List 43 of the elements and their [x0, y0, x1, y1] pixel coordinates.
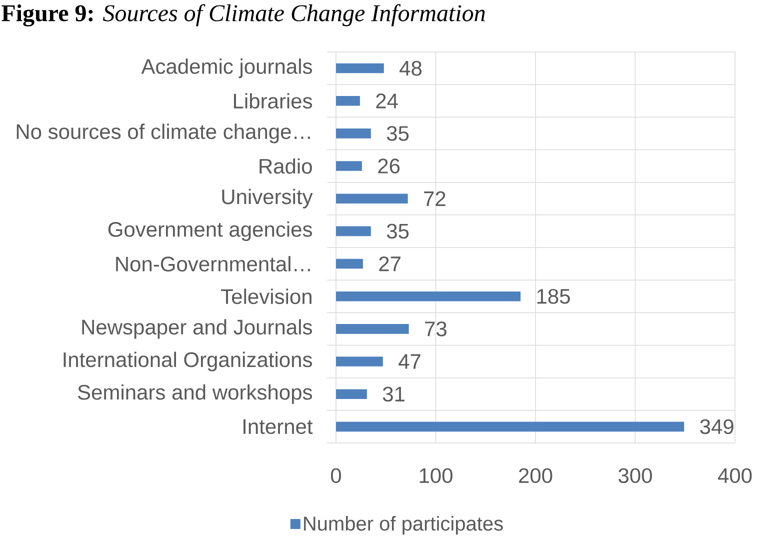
legend-label: Number of participates [304, 516, 503, 535]
y-tick-label: Academic journals [141, 58, 312, 78]
bar [336, 324, 409, 334]
bar [336, 96, 360, 106]
y-tick-label: University [222, 188, 313, 208]
data-label: 48 [400, 60, 422, 76]
bar [336, 63, 384, 74]
data-label: 47 [398, 354, 420, 369]
y-tick-label: Internet [244, 419, 313, 434]
data-label: 35 [386, 224, 409, 239]
bar [336, 422, 684, 432]
bar [336, 389, 367, 400]
bar [336, 128, 371, 138]
data-label: 35 [386, 126, 409, 141]
x-tick-label: 100 [420, 468, 452, 484]
y-tick-label: Seminars and workshops [78, 384, 312, 404]
x-tick-label: 300 [618, 468, 652, 484]
bar [336, 161, 362, 171]
y-tick-label: Government agencies [108, 221, 312, 241]
data-label: 349 [700, 419, 734, 434]
x-tick-label: 200 [519, 468, 552, 484]
x-tick-label: 400 [718, 468, 752, 484]
y-tick-label: Television [221, 288, 312, 304]
data-label: 24 [376, 94, 398, 108]
bar [336, 194, 408, 204]
bar [336, 258, 363, 269]
y-tick-label: No sources of climate change… [16, 124, 310, 144]
y-tick-label: Non-Governmental… [116, 256, 310, 272]
y-tick-label: Newspaper and Journals [82, 319, 312, 339]
y-tick-label: Libraries [234, 93, 312, 109]
data-label: 73 [425, 322, 446, 336]
data-label: 27 [379, 256, 400, 272]
data-label: 26 [378, 158, 400, 174]
data-label: 72 [424, 191, 446, 206]
bar [336, 291, 521, 302]
data-label: 31 [382, 386, 404, 402]
bar [336, 356, 383, 366]
y-tick-label: Radio [260, 158, 312, 174]
x-tick-label: 0 [330, 468, 342, 484]
y-tick-label: International Organizations [64, 352, 312, 372]
chart-title: Figure 9: Sources of Climate Change Information [2, 4, 485, 26]
bar [336, 226, 371, 236]
data-label: 185 [537, 288, 570, 304]
